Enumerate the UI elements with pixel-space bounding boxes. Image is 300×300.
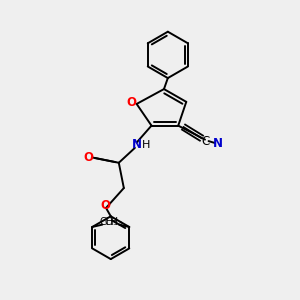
Text: CH₃: CH₃ bbox=[99, 217, 117, 226]
Text: C: C bbox=[202, 135, 210, 148]
Text: CH₃: CH₃ bbox=[104, 217, 122, 226]
Text: N: N bbox=[132, 138, 142, 151]
Text: H: H bbox=[142, 140, 150, 150]
Text: O: O bbox=[126, 96, 136, 109]
Text: O: O bbox=[83, 151, 94, 164]
Text: N: N bbox=[212, 137, 223, 150]
Text: O: O bbox=[100, 199, 110, 212]
